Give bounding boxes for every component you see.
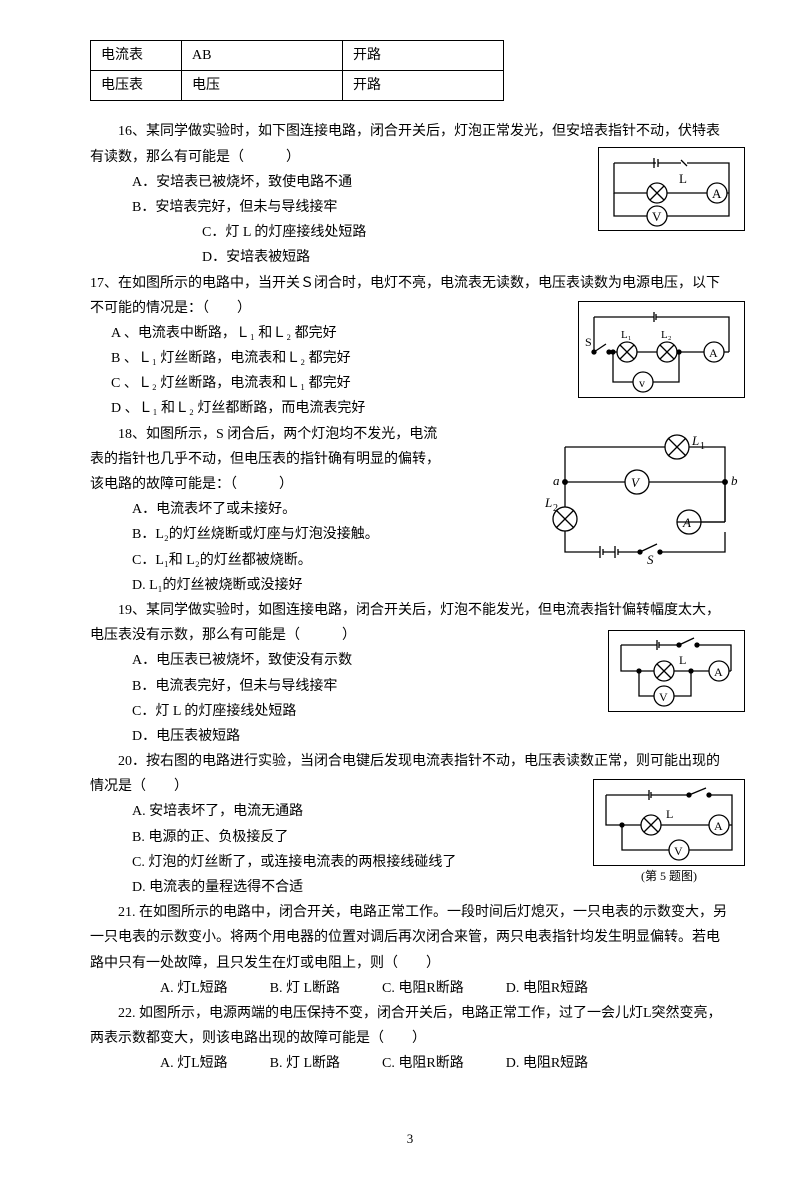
svg-text:L: L (666, 807, 673, 821)
q16-circuit: L A V (598, 147, 745, 231)
q19-circuit: L A V (608, 630, 745, 712)
q18-circuit: L1 a V b L2 (545, 422, 745, 567)
svg-text:v: v (639, 376, 645, 390)
page-number: 3 (90, 1127, 730, 1150)
svg-text:V: V (659, 690, 668, 704)
q20-circuit: L A V (第 5 题图) (593, 779, 745, 888)
svg-text:A: A (714, 665, 723, 679)
svg-text:L: L (679, 653, 686, 667)
q22-stem: 22. 如图所示，电源两端的电压保持不变，闭合开关后，电路正常工作，过了一会儿灯… (90, 1001, 730, 1051)
q22-opts: A. 灯L短路 B. 灯 L断路 C. 电阻R断路 D. 电阻R短路 (90, 1051, 730, 1076)
cell: 电流表 (91, 41, 182, 71)
q18-D: D. L₁的灯丝被烧断或没接好 (90, 573, 730, 598)
svg-text:L: L (679, 171, 687, 186)
cell: 电压 (182, 71, 343, 101)
q20-caption: (第 5 题图) (593, 866, 745, 888)
svg-text:b: b (731, 473, 738, 488)
q21-opts: A. 灯L短路 B. 灯 L断路 C. 电阻R断路 D. 电阻R短路 (90, 976, 730, 1001)
svg-text:L₁: L₁ (621, 329, 632, 341)
svg-text:a: a (553, 473, 560, 488)
svg-text:A: A (712, 186, 722, 201)
q17: 17、在如图所示的电路中，当开关Ｓ闭合时，电灯不亮，电流表无读数，电压表读数为电… (90, 271, 730, 422)
svg-text:L: L (545, 495, 552, 510)
svg-text:V: V (631, 475, 641, 490)
cell: 开路 (343, 71, 504, 101)
svg-text:V: V (652, 209, 662, 224)
q17-circuit: S L₁ L₂ A v (578, 301, 745, 398)
cell: 电压表 (91, 71, 182, 101)
svg-text:A: A (714, 819, 723, 833)
q22: 22. 如图所示，电源两端的电压保持不变，闭合开关后，电路正常工作，过了一会儿灯… (90, 1001, 730, 1077)
q16: 16、某同学做实验时，如下图连接电路，闭合开关后，灯泡正常发光，但安培表指针不动… (90, 119, 730, 270)
svg-text:L₂: L₂ (661, 329, 672, 341)
q16-D: D．安培表被短路 (90, 245, 730, 270)
svg-text:S: S (647, 552, 654, 567)
cell: 开路 (343, 41, 504, 71)
svg-text:A: A (709, 346, 718, 360)
svg-text:L: L (691, 433, 699, 448)
cell: AB (182, 41, 343, 71)
q17-D: D 、Ｌ₁ 和Ｌ₂ 灯丝都断路，而电流表完好 (90, 396, 730, 421)
svg-text:V: V (674, 844, 683, 858)
svg-text:2: 2 (553, 503, 558, 514)
q19-D: D．电压表被短路 (90, 724, 730, 749)
q21-stem: 21. 在如图所示的电路中，闭合开关，电路正常工作。一段时间后灯熄灭，一只电表的… (90, 900, 730, 976)
q20: 20．按右图的电路进行实验，当闭合电键后发现电流表指针不动，电压表读数正常，则可… (90, 749, 730, 900)
q19: 19、某同学做实验时，如图连接电路，闭合开关后，灯泡不能发光，但电流表指针偏转幅… (90, 598, 730, 749)
q18: 18、如图所示，S 闭合后，两个灯泡均不发光，电流 表的指针也几乎不动，但电压表… (90, 422, 730, 598)
svg-text:S: S (585, 335, 592, 349)
top-table: 电流表 AB 开路 电压表 电压 开路 (90, 40, 504, 101)
q21: 21. 在如图所示的电路中，闭合开关，电路正常工作。一段时间后灯熄灭，一只电表的… (90, 900, 730, 1001)
